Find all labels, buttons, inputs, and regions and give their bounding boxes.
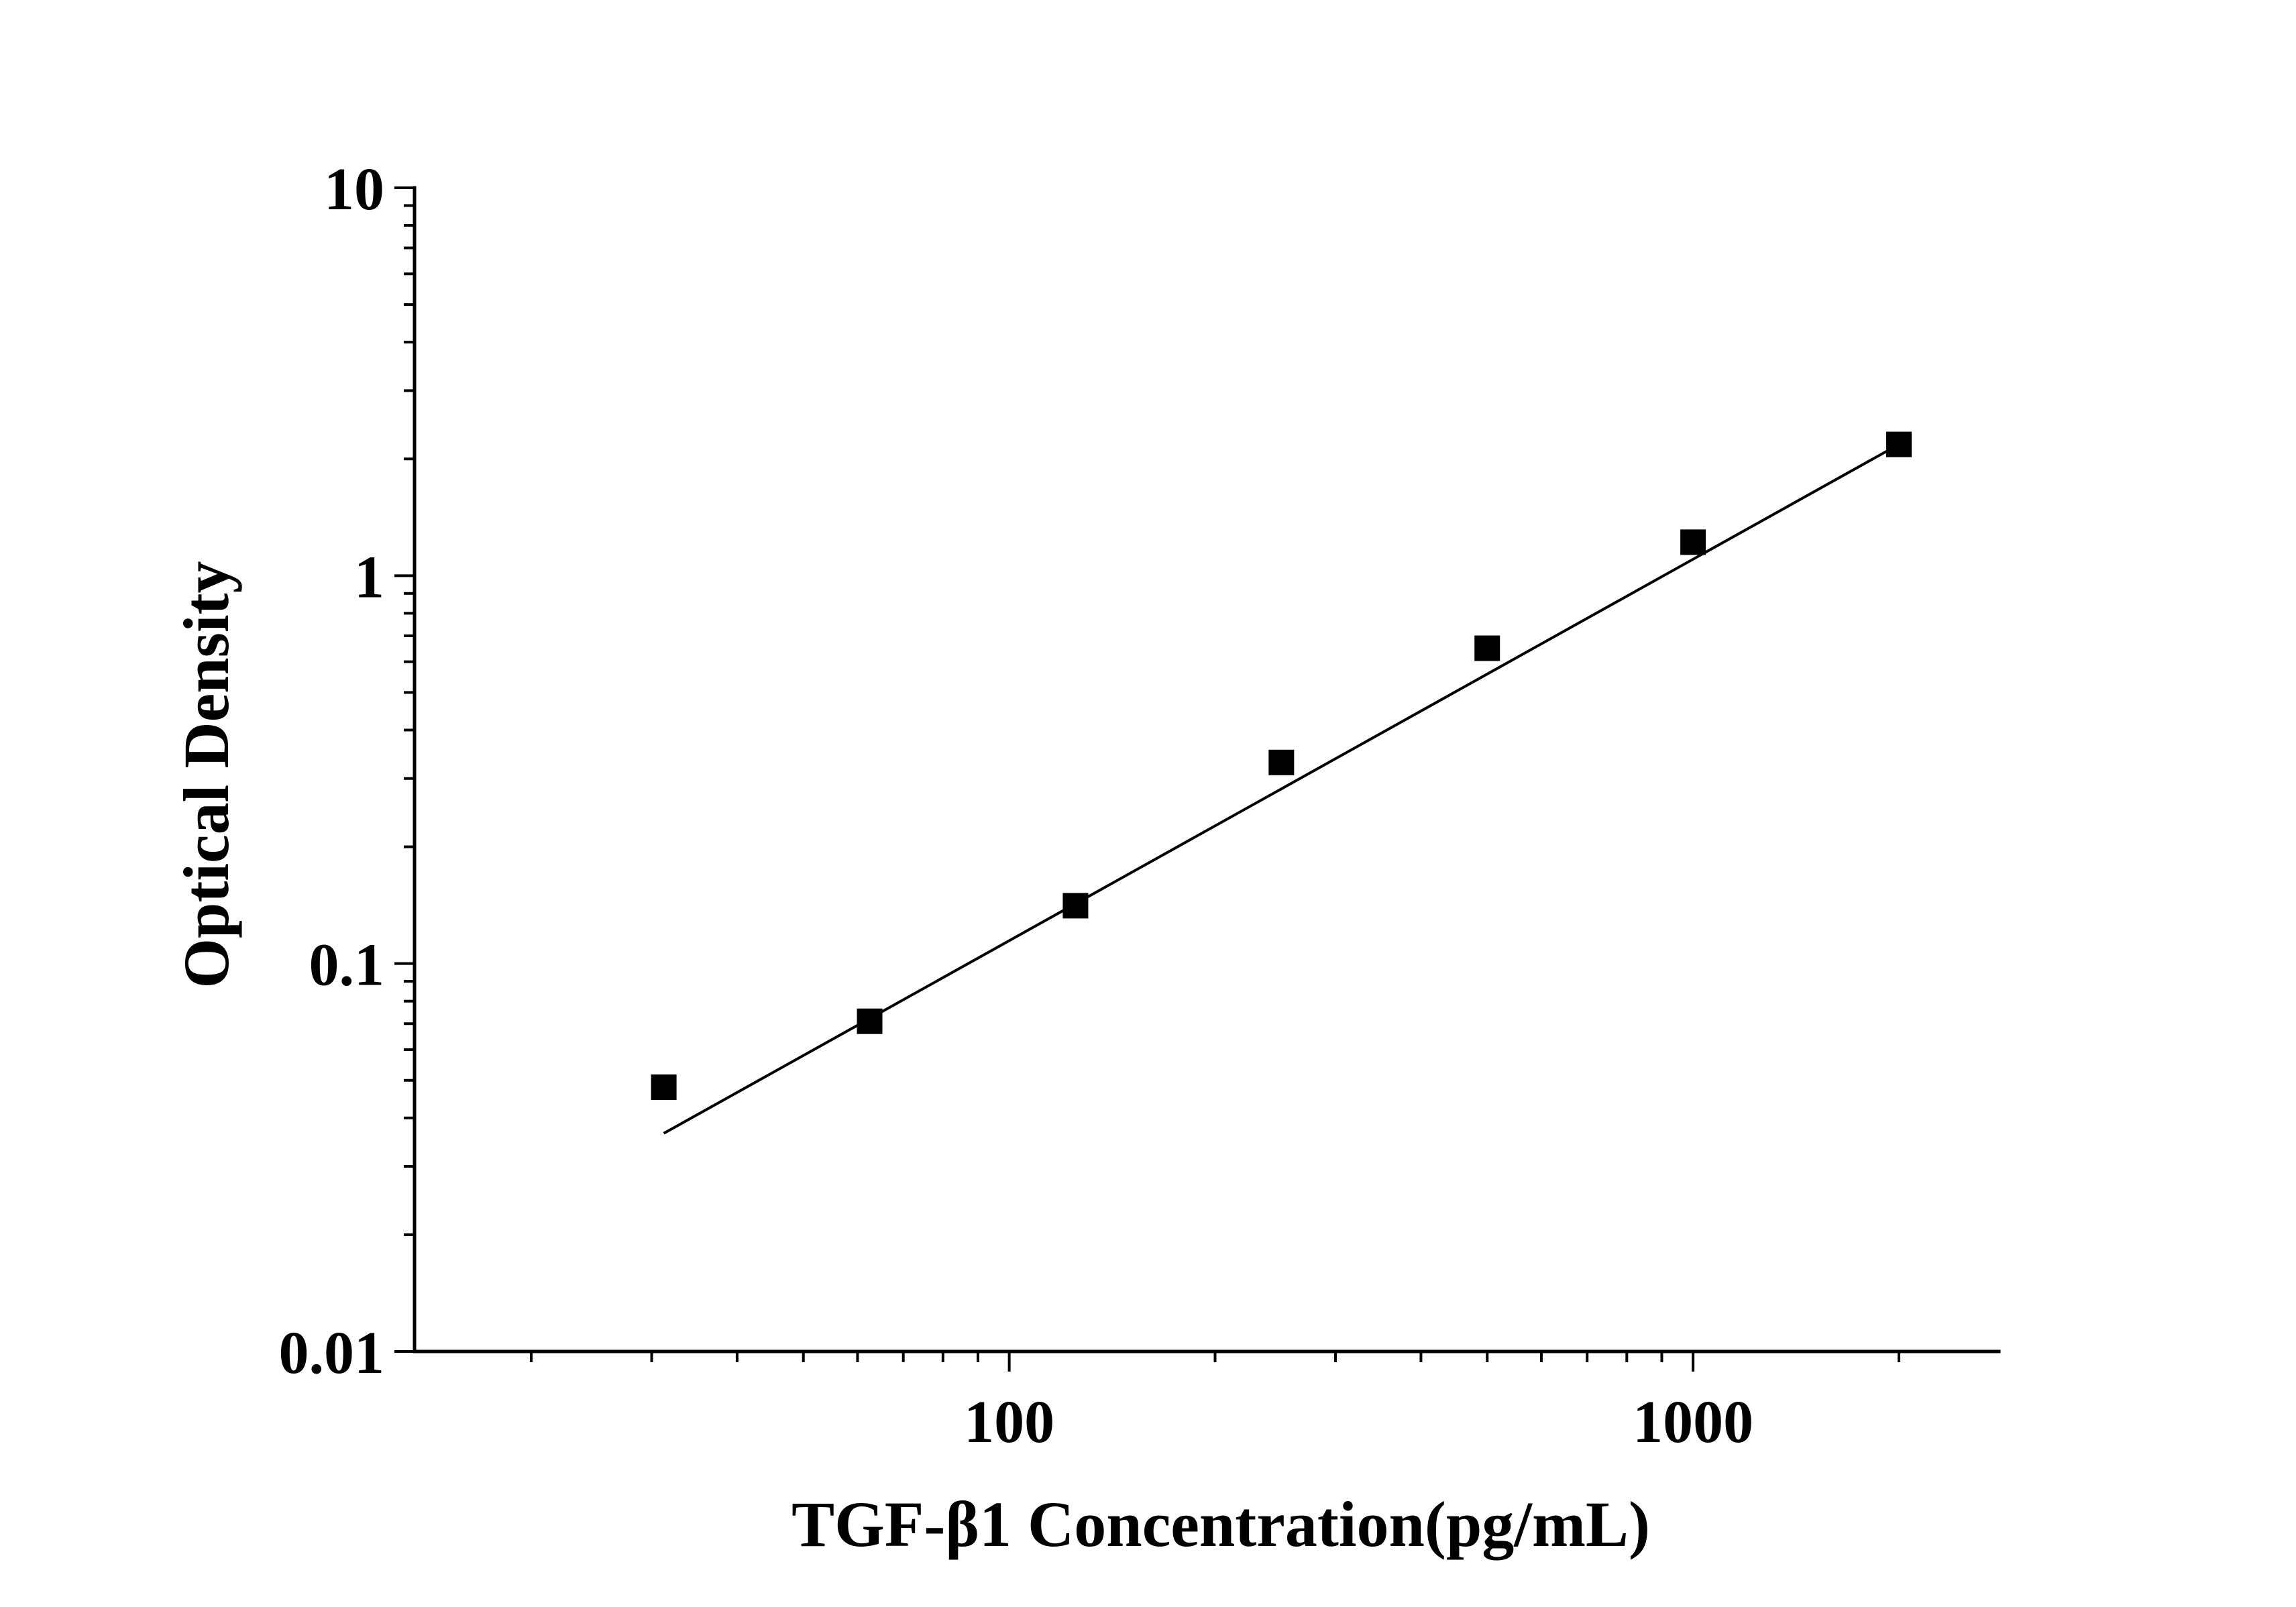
y-tick-label: 1: [354, 544, 384, 610]
axes-layer: [394, 186, 2001, 1372]
y-tick-label: 0.01: [279, 1320, 385, 1386]
labels-layer: TGF-β1 Concentration(pg/mL) Optical Dens…: [170, 156, 1753, 1560]
y-tick-label: 0.1: [309, 932, 385, 999]
data-point: [651, 1074, 677, 1101]
data-point: [1474, 635, 1500, 661]
y-tick-label: 10: [324, 156, 384, 223]
x-axis-title: TGF-β1 Concentration(pg/mL): [791, 1488, 1650, 1560]
y-axis-title: Optical Density: [170, 561, 242, 988]
data-point: [857, 1008, 883, 1034]
x-tick-label: 100: [964, 1389, 1054, 1455]
points-layer: [651, 431, 1912, 1101]
data-point: [1680, 529, 1706, 555]
data-point: [1886, 431, 1912, 457]
x-tick-label: 1000: [1633, 1389, 1753, 1455]
data-point: [1062, 893, 1089, 919]
data-point: [1268, 749, 1295, 775]
